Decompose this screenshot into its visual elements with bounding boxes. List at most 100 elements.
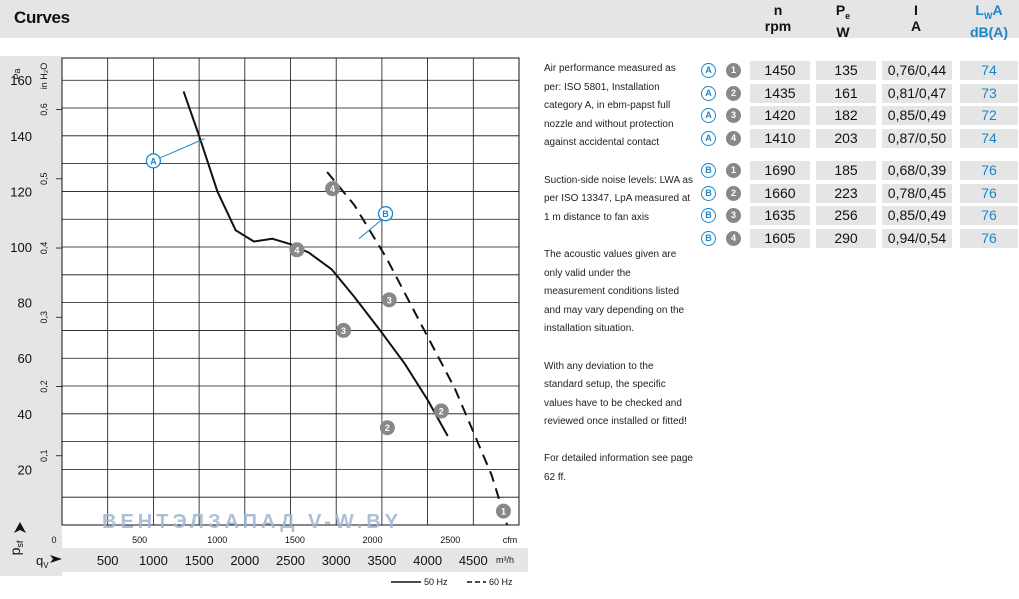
curve-id-badge: B <box>701 185 716 201</box>
y-tick-label-pa: 100 <box>10 240 32 255</box>
curve-id-badge: B <box>701 208 716 223</box>
x-tick-label-m3h: 1000 <box>139 553 168 568</box>
curve-callout-circle <box>145 153 162 169</box>
x-axis-label: qV <box>36 553 49 570</box>
curve-id-badge: A <box>701 85 716 101</box>
curve-a-marker-label: 3 <box>341 326 346 336</box>
x-tick-label-cfm: 500 <box>132 535 147 545</box>
lwa-cell: 73 <box>960 83 1018 103</box>
y-tick-label-inh2o: 0,5 <box>39 173 49 186</box>
curve-callout-line <box>160 138 205 159</box>
lwa-cell: 76 <box>960 206 1018 225</box>
x-unit-m3h: m³/h <box>496 555 514 565</box>
x-tick-label-cfm: 0 <box>51 535 56 545</box>
y-tick-label-pa: 40 <box>18 407 32 422</box>
rpm-cell: 1410 <box>750 128 810 148</box>
note-air-performance: Air performance measured as per: ISO 580… <box>544 63 676 149</box>
current-cell: 0,78/0,45 <box>882 183 952 203</box>
legend-label-60hz: 60 Hz <box>489 577 513 587</box>
rpm-cell: 1635 <box>750 206 810 225</box>
curve-b-marker-label: 2 <box>439 407 444 417</box>
power-cell: 256 <box>816 206 876 225</box>
note-acoustic-values: The acoustic values given are only valid… <box>544 248 685 335</box>
lwa-cell: 74 <box>960 128 1018 148</box>
rpm-cell: 1450 <box>750 61 810 80</box>
current-cell: 0,76/0,44 <box>882 61 952 80</box>
table-row: B 2 1660 223 0,78/0,45 76 <box>698 183 1019 204</box>
curve-a-marker-label: 2 <box>385 423 390 433</box>
curve-a-marker-dot <box>336 322 352 338</box>
curve-b-marker-label: 4 <box>330 184 335 194</box>
point-id-badge: 1 <box>726 63 741 78</box>
table-row: B 4 1605 290 0,94/0,54 76 <box>698 228 1019 249</box>
curve-callout-label: A <box>150 156 157 166</box>
y-tick-label-pa: 140 <box>10 129 32 144</box>
note-deviation: With any deviation to the standard setup… <box>544 360 687 428</box>
current-cell: 0,68/0,39 <box>882 161 952 180</box>
legend-label-50hz: 50 Hz <box>424 577 448 587</box>
curve-id-badge: A <box>701 63 716 78</box>
x-tick-label-m3h: 2500 <box>276 553 305 568</box>
lwa-cell: 72 <box>960 106 1018 125</box>
curve-b-marker-dot <box>495 503 511 519</box>
notes-block: Air performance measured as per: ISO 580… <box>544 60 694 506</box>
power-cell: 290 <box>816 228 876 248</box>
y-tick-label-pa: 120 <box>10 184 32 199</box>
y-unit-pa: Pa <box>12 68 22 79</box>
y-tick-label-inh2o: 0,2 <box>39 380 49 393</box>
table-row: A 3 1420 182 0,85/0,49 72 <box>698 106 1019 126</box>
table-row: B 3 1635 256 0,85/0,49 76 <box>698 206 1019 226</box>
point-id-badge: 2 <box>726 185 741 201</box>
col-power-header: Pe W <box>835 2 851 40</box>
current-cell: 0,85/0,49 <box>882 206 952 225</box>
current-cell: 0,85/0,49 <box>882 106 952 125</box>
curve-id-badge: A <box>701 108 716 123</box>
curve-b-marker-dot <box>433 403 449 419</box>
note-noise-levels: Suction-side noise levels: LWA as per IS… <box>544 174 693 223</box>
table-row: A 2 1435 161 0,81/0,47 73 <box>698 83 1019 104</box>
col-lwa-header: LWA dB(A) <box>969 2 1009 40</box>
point-id-badge: 1 <box>726 163 741 178</box>
curve-callout-label: B <box>382 209 389 219</box>
rpm-cell: 1660 <box>750 183 810 203</box>
y-tick-label-pa: 60 <box>18 351 32 366</box>
point-id-badge: 2 <box>726 85 741 101</box>
rpm-cell: 1435 <box>750 83 810 103</box>
current-cell: 0,81/0,47 <box>882 83 952 103</box>
page-title: Curves <box>14 8 70 27</box>
curve-b-line <box>326 171 509 526</box>
rpm-cell: 1605 <box>750 228 810 248</box>
point-id-badge: 3 <box>726 108 741 123</box>
y-axis-arrow-icon <box>14 522 26 533</box>
x-axis-panel <box>0 548 528 572</box>
curve-b-marker-dot <box>325 181 341 197</box>
point-id-badge: 3 <box>726 208 741 223</box>
y-axis-label: psf <box>7 540 25 555</box>
table-row: B 1 1690 185 0,68/0,39 76 <box>698 161 1019 181</box>
x-axis-arrow-icon <box>50 555 62 563</box>
point-id-badge: 4 <box>726 130 741 146</box>
curve-b-marker-label: 1 <box>501 507 506 517</box>
current-cell: 0,87/0,50 <box>882 128 952 148</box>
power-cell: 135 <box>816 61 876 80</box>
y-axis-panel <box>0 56 62 576</box>
curve-id-badge: B <box>701 230 716 246</box>
lwa-cell: 74 <box>960 61 1018 80</box>
y-tick-label-pa: 20 <box>18 462 32 477</box>
x-tick-label-cfm: 1500 <box>285 535 305 545</box>
y-unit-inh2o: in H₂O <box>39 63 49 90</box>
table-row: A 4 1410 203 0,87/0,50 74 <box>698 128 1019 149</box>
power-cell: 223 <box>816 183 876 203</box>
x-tick-label-cfm: 1000 <box>207 535 227 545</box>
curve-id-badge: B <box>701 163 716 178</box>
fan-curve-chart: 204060801001201401600,10,20,30,40,50,6Pa… <box>7 57 520 587</box>
x-tick-label-m3h: 500 <box>97 553 119 568</box>
y-tick-label-inh2o: 0,6 <box>39 103 49 116</box>
y-tick-label-inh2o: 0,3 <box>39 311 49 324</box>
x-tick-label-m3h: 4500 <box>459 553 488 568</box>
x-tick-label-m3h: 2000 <box>230 553 259 568</box>
power-cell: 203 <box>816 128 876 148</box>
x-tick-label-m3h: 3500 <box>367 553 396 568</box>
x-tick-label-m3h: 4000 <box>413 553 442 568</box>
